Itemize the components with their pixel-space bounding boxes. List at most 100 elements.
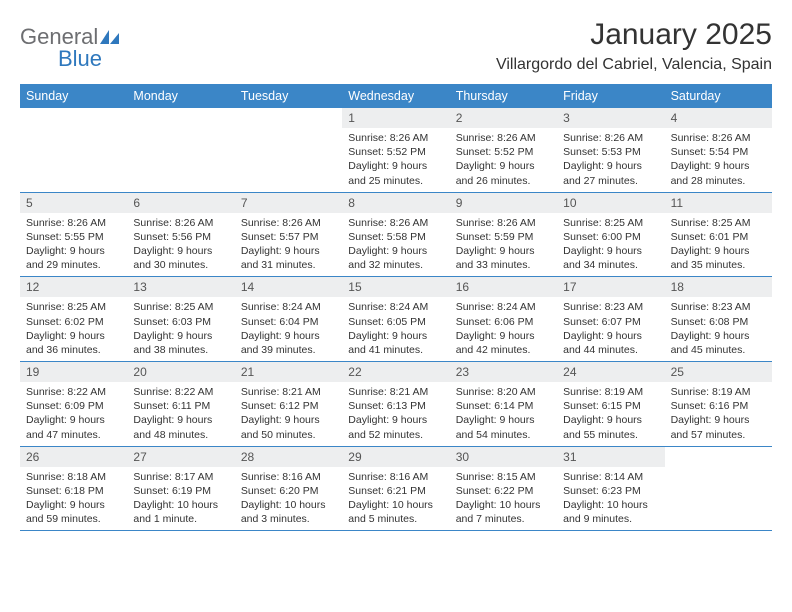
calendar-cell: 24Sunrise: 8:19 AMSunset: 6:15 PMDayligh… — [557, 362, 664, 446]
cell-body: Sunrise: 8:25 AMSunset: 6:01 PMDaylight:… — [665, 213, 772, 277]
calendar-cell — [665, 447, 772, 531]
date-number: 28 — [235, 447, 342, 467]
calendar-cell: 26Sunrise: 8:18 AMSunset: 6:18 PMDayligh… — [20, 447, 127, 531]
cell-line: Daylight: 9 hours — [348, 244, 443, 258]
cell-line: Sunrise: 8:21 AM — [348, 385, 443, 399]
calendar-cell: 10Sunrise: 8:25 AMSunset: 6:00 PMDayligh… — [557, 193, 664, 277]
date-number: 3 — [557, 108, 664, 128]
cell-line: Sunset: 6:20 PM — [241, 484, 336, 498]
calendar-cell: 19Sunrise: 8:22 AMSunset: 6:09 PMDayligh… — [20, 362, 127, 446]
cell-body: Sunrise: 8:26 AMSunset: 5:54 PMDaylight:… — [665, 128, 772, 192]
cell-line: and 47 minutes. — [26, 428, 121, 442]
cell-line: Sunrise: 8:25 AM — [26, 300, 121, 314]
cell-line: Daylight: 9 hours — [26, 244, 121, 258]
week-row: 19Sunrise: 8:22 AMSunset: 6:09 PMDayligh… — [20, 362, 772, 447]
cell-line: and 29 minutes. — [26, 258, 121, 272]
cell-line: Daylight: 9 hours — [133, 329, 228, 343]
cell-line: Sunrise: 8:15 AM — [456, 470, 551, 484]
day-header-cell: Tuesday — [235, 84, 342, 108]
calendar-cell: 15Sunrise: 8:24 AMSunset: 6:05 PMDayligh… — [342, 277, 449, 361]
cell-line: Sunset: 5:58 PM — [348, 230, 443, 244]
title-block: January 2025 Villargordo del Cabriel, Va… — [496, 18, 772, 74]
calendar-cell: 20Sunrise: 8:22 AMSunset: 6:11 PMDayligh… — [127, 362, 234, 446]
date-number: 16 — [450, 277, 557, 297]
cell-body: Sunrise: 8:25 AMSunset: 6:00 PMDaylight:… — [557, 213, 664, 277]
location: Villargordo del Cabriel, Valencia, Spain — [496, 56, 772, 74]
cell-line: Daylight: 10 hours — [241, 498, 336, 512]
calendar-cell: 23Sunrise: 8:20 AMSunset: 6:14 PMDayligh… — [450, 362, 557, 446]
cell-body: Sunrise: 8:16 AMSunset: 6:21 PMDaylight:… — [342, 467, 449, 531]
cell-line: Daylight: 9 hours — [348, 413, 443, 427]
calendar-cell: 12Sunrise: 8:25 AMSunset: 6:02 PMDayligh… — [20, 277, 127, 361]
cell-line: Sunrise: 8:23 AM — [671, 300, 766, 314]
cell-line: Sunrise: 8:25 AM — [563, 216, 658, 230]
cell-line: Sunset: 5:56 PM — [133, 230, 228, 244]
cell-line: Sunrise: 8:25 AM — [671, 216, 766, 230]
cell-line: Daylight: 9 hours — [26, 413, 121, 427]
header: GeneralBlue January 2025 Villargordo del… — [20, 18, 772, 74]
cell-line: Sunrise: 8:19 AM — [671, 385, 766, 399]
cell-line: Daylight: 9 hours — [348, 329, 443, 343]
cell-line: Sunset: 6:11 PM — [133, 399, 228, 413]
cell-line: Sunset: 5:55 PM — [26, 230, 121, 244]
date-number: 31 — [557, 447, 664, 467]
cell-line: Sunset: 6:15 PM — [563, 399, 658, 413]
calendar-cell: 13Sunrise: 8:25 AMSunset: 6:03 PMDayligh… — [127, 277, 234, 361]
date-number: 26 — [20, 447, 127, 467]
calendar-cell: 27Sunrise: 8:17 AMSunset: 6:19 PMDayligh… — [127, 447, 234, 531]
cell-body: Sunrise: 8:24 AMSunset: 6:04 PMDaylight:… — [235, 297, 342, 361]
cell-body: Sunrise: 8:20 AMSunset: 6:14 PMDaylight:… — [450, 382, 557, 446]
cell-line: and 5 minutes. — [348, 512, 443, 526]
cell-line: and 55 minutes. — [563, 428, 658, 442]
cell-body: Sunrise: 8:21 AMSunset: 6:12 PMDaylight:… — [235, 382, 342, 446]
day-header-cell: Thursday — [450, 84, 557, 108]
calendar-cell: 6Sunrise: 8:26 AMSunset: 5:56 PMDaylight… — [127, 193, 234, 277]
cell-line: Sunset: 6:02 PM — [26, 315, 121, 329]
cell-line: Daylight: 9 hours — [671, 329, 766, 343]
cell-line: Sunset: 5:57 PM — [241, 230, 336, 244]
date-number: 24 — [557, 362, 664, 382]
calendar-cell: 18Sunrise: 8:23 AMSunset: 6:08 PMDayligh… — [665, 277, 772, 361]
cell-line: Daylight: 9 hours — [133, 413, 228, 427]
cell-line: Sunset: 6:16 PM — [671, 399, 766, 413]
calendar-cell — [235, 108, 342, 192]
calendar-cell — [20, 108, 127, 192]
cell-line: and 3 minutes. — [241, 512, 336, 526]
calendar-cell: 17Sunrise: 8:23 AMSunset: 6:07 PMDayligh… — [557, 277, 664, 361]
cell-body: Sunrise: 8:24 AMSunset: 6:06 PMDaylight:… — [450, 297, 557, 361]
cell-line: Daylight: 9 hours — [671, 413, 766, 427]
date-number: 23 — [450, 362, 557, 382]
month-title: January 2025 — [496, 18, 772, 52]
cell-line: Daylight: 9 hours — [26, 498, 121, 512]
date-number — [20, 108, 127, 128]
cell-line: and 1 minute. — [133, 512, 228, 526]
date-number: 20 — [127, 362, 234, 382]
cell-body: Sunrise: 8:16 AMSunset: 6:20 PMDaylight:… — [235, 467, 342, 531]
cell-body: Sunrise: 8:26 AMSunset: 5:52 PMDaylight:… — [450, 128, 557, 192]
cell-line: and 57 minutes. — [671, 428, 766, 442]
cell-line: Sunrise: 8:26 AM — [671, 131, 766, 145]
cell-line: and 33 minutes. — [456, 258, 551, 272]
cell-body: Sunrise: 8:14 AMSunset: 6:23 PMDaylight:… — [557, 467, 664, 531]
cell-body: Sunrise: 8:21 AMSunset: 6:13 PMDaylight:… — [342, 382, 449, 446]
cell-line: Sunrise: 8:20 AM — [456, 385, 551, 399]
cell-line: Sunset: 5:59 PM — [456, 230, 551, 244]
date-number: 9 — [450, 193, 557, 213]
cell-line: Daylight: 9 hours — [348, 159, 443, 173]
cell-line: Sunset: 5:52 PM — [348, 145, 443, 159]
cell-line: and 52 minutes. — [348, 428, 443, 442]
date-number: 19 — [20, 362, 127, 382]
cell-line: and 59 minutes. — [26, 512, 121, 526]
cell-body: Sunrise: 8:23 AMSunset: 6:07 PMDaylight:… — [557, 297, 664, 361]
cell-line: Daylight: 9 hours — [671, 244, 766, 258]
cell-body: Sunrise: 8:26 AMSunset: 5:53 PMDaylight:… — [557, 128, 664, 192]
cell-line: Sunset: 6:12 PM — [241, 399, 336, 413]
cell-line: Sunrise: 8:26 AM — [26, 216, 121, 230]
cell-line: Sunrise: 8:21 AM — [241, 385, 336, 399]
cell-body: Sunrise: 8:24 AMSunset: 6:05 PMDaylight:… — [342, 297, 449, 361]
day-header-cell: Monday — [127, 84, 234, 108]
cell-line: Sunset: 5:53 PM — [563, 145, 658, 159]
date-number: 8 — [342, 193, 449, 213]
cell-line: Sunrise: 8:26 AM — [348, 131, 443, 145]
cell-line: Daylight: 9 hours — [241, 244, 336, 258]
